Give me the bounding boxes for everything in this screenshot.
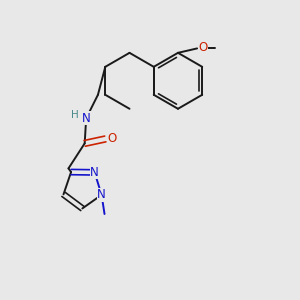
Text: O: O [107,133,116,146]
Text: N: N [90,166,99,179]
Text: N: N [97,188,106,201]
Text: H: H [71,110,79,120]
Text: O: O [198,41,208,54]
Text: N: N [82,112,91,125]
